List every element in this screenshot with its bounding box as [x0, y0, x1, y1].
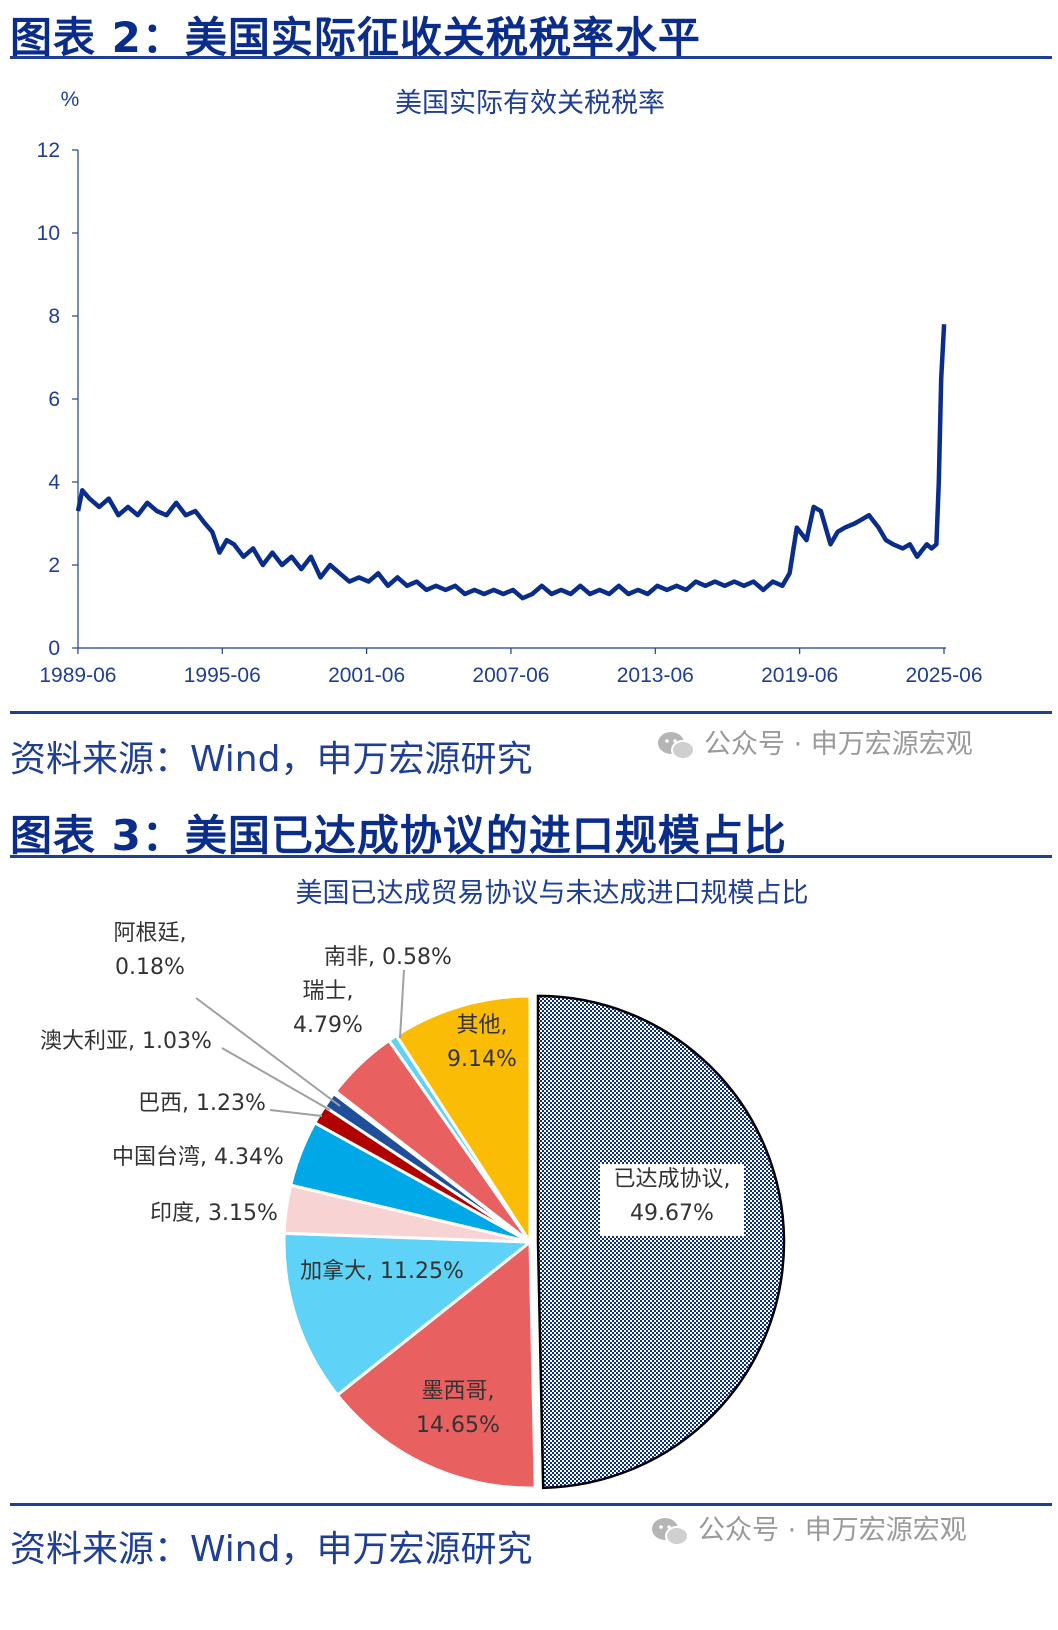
pie-label-name-阿根廷: 阿根廷, — [114, 921, 187, 946]
y-tick-label: 0 — [48, 637, 60, 660]
pie-leader-lines — [195, 969, 405, 1117]
y-tick-label: 2 — [48, 554, 60, 577]
wechat-icon — [658, 731, 695, 760]
figure-3-watermark: 公众号 · 申万宏源宏观 — [650, 1508, 967, 1549]
line-chart: 美国实际有效关税税率 % 0 2 4 6 8 10 12 1989-06 1995-06 200… — [37, 88, 983, 687]
y-tick-label: 12 — [37, 139, 60, 162]
figure-2-source: 资料来源：Wind，申万宏源研究 — [10, 739, 533, 780]
pie-slice-墨西哥 — [335, 1238, 537, 1490]
pie-label-name-其他: 其他, — [457, 1013, 508, 1038]
tariff-rate-series-line — [75, 324, 947, 601]
y-tick-label: 6 — [48, 388, 60, 411]
pie-label-value-瑞士: 4.79% — [293, 1013, 363, 1038]
pie-label-中国台湾: 中国台湾, 4.34% — [112, 1145, 284, 1170]
watermark-text: 公众号 · 申万宏源宏观 — [704, 729, 973, 760]
x-tick-label: 2019-06 — [761, 664, 838, 687]
pie-label-name-已达成协议: 已达成协议, — [614, 1167, 731, 1192]
pie-slice-其他 — [394, 994, 532, 1248]
line-chart-title: 美国实际有效关税税率 — [395, 88, 665, 119]
pie-slice-已达成协议 — [536, 994, 786, 1490]
x-tick-label: 2013-06 — [617, 664, 694, 687]
leader-line-阿根廷 — [195, 997, 341, 1107]
pie-label-巴西: 巴西, 1.23% — [138, 1091, 266, 1116]
x-tick-label: 1989-06 — [39, 664, 116, 687]
x-tick-label: 2007-06 — [472, 664, 549, 687]
label-box-已达成协议 — [600, 1164, 744, 1236]
pie-label-value-其他: 9.14% — [447, 1047, 517, 1072]
figure-3-bottom-rule — [10, 1503, 1052, 1506]
line-chart-axes — [77, 150, 946, 649]
pie-slices — [282, 994, 786, 1490]
y-tick-label: 8 — [48, 305, 60, 328]
figure-2-top-rule — [10, 56, 1052, 59]
pie-label-加拿大: 加拿大, 11.25% — [300, 1258, 464, 1284]
pie-chart: 美国已达成贸易协议与未达成进口规模占比 已达成协议, 49.67% 墨西哥, 14.6… — [40, 878, 809, 1490]
x-tick-label: 2025-06 — [905, 664, 982, 687]
x-tick-label: 2001-06 — [328, 664, 405, 687]
watermark-text: 公众号 · 申万宏源宏观 — [698, 1515, 967, 1546]
y-axis-unit-label: % — [61, 88, 80, 111]
pie-label-澳大利亚: 澳大利亚, 1.03% — [40, 1029, 212, 1054]
pie-label-value-墨西哥: 14.65% — [416, 1413, 500, 1438]
pie-label-value-已达成协议: 49.67% — [630, 1201, 714, 1226]
x-tick-label: 1995-06 — [184, 664, 261, 687]
leader-line-澳大利亚 — [221, 1047, 331, 1111]
pie-label-南非: 南非, 0.58% — [324, 945, 452, 970]
figure-2-bottom-rule — [10, 711, 1052, 714]
pie-labels: 已达成协议, 49.67% 墨西哥, 14.65% 加拿大, 11.25% 印度, 3.1… — [40, 921, 744, 1438]
pie-label-印度: 印度, 3.15% — [150, 1201, 278, 1226]
pie-chart-title: 美国已达成贸易协议与未达成进口规模占比 — [296, 878, 809, 909]
pie-label-name-墨西哥: 墨西哥, — [422, 1379, 495, 1404]
leader-line-巴西 — [269, 1109, 323, 1117]
pie-slice-加拿大 — [282, 1231, 535, 1398]
figure-2-watermark: 公众号 · 申万宏源宏观 — [656, 722, 973, 763]
wechat-icon — [652, 1517, 689, 1546]
figure-3-top-rule — [10, 855, 1052, 858]
x-axis-ticks: 1989-06 1995-06 2001-06 2007-06 2013-06 2019-… — [39, 648, 983, 687]
y-tick-label: 4 — [48, 471, 60, 494]
figure-3-heading: 图表 3：美国已达成协议的进口规模占比 — [10, 811, 787, 860]
pie-label-value-阿根廷: 0.18% — [115, 955, 185, 980]
leader-line-南非 — [399, 969, 405, 1039]
figure-3-source: 资料来源：Wind，申万宏源研究 — [10, 1529, 533, 1570]
y-axis-ticks: 0 2 4 6 8 10 12 — [37, 139, 78, 660]
figure-2-heading: 图表 2：美国实际征收关税税率水平 — [10, 13, 701, 62]
pie-label-name-瑞士: 瑞士, — [303, 979, 354, 1004]
y-tick-label: 10 — [37, 222, 60, 245]
